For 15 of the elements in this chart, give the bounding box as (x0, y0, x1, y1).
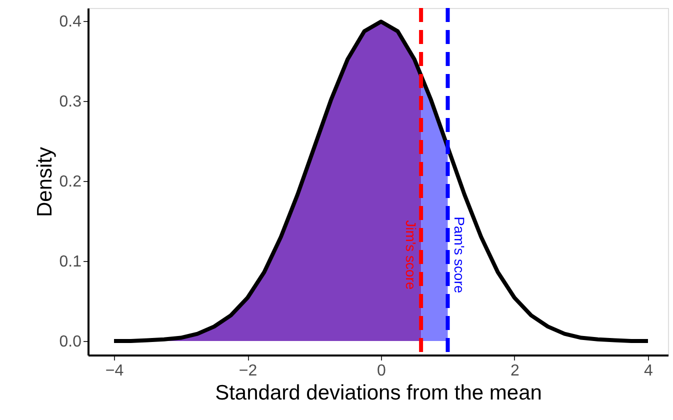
y-tick-label: 0.1 (59, 253, 82, 270)
ref-line-label: Jim's score (403, 220, 420, 290)
y-tick-label: 0.4 (59, 13, 82, 30)
y-tick-label: 0.3 (59, 93, 82, 110)
x-axis-title: Standard deviations from the mean (215, 382, 542, 404)
ref-line-label: Pam's score (452, 216, 468, 294)
x-tick-label: −4 (105, 362, 124, 380)
x-tick-label: 0 (377, 362, 386, 380)
x-tick-label: −2 (238, 362, 258, 380)
y-tick-label: 0.0 (59, 333, 82, 350)
x-tick-label: 4 (644, 362, 654, 380)
y-tick-label: 0.2 (59, 173, 82, 190)
x-tick-label: 2 (510, 362, 520, 380)
y-axis-title: Density (33, 146, 56, 218)
line-series (112, 20, 650, 343)
